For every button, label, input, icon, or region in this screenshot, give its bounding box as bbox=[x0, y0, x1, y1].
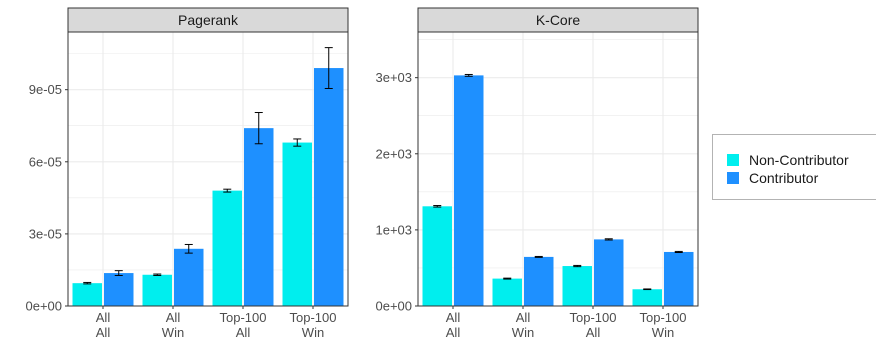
bar-non-contributor bbox=[212, 190, 242, 306]
x-tick-label: All bbox=[236, 325, 251, 340]
bar-contributor bbox=[524, 256, 554, 306]
x-tick-label: Win bbox=[302, 325, 324, 340]
legend-label-contributor: Contributor bbox=[749, 170, 819, 186]
legend-label-non-contributor: Non-Contributor bbox=[749, 152, 849, 168]
x-tick-label: All bbox=[446, 310, 461, 325]
bar-non-contributor bbox=[282, 142, 312, 306]
x-tick-label: Top-100 bbox=[570, 310, 617, 325]
y-tick-label: 6e-05 bbox=[29, 154, 62, 169]
panel-title: Pagerank bbox=[178, 12, 239, 28]
legend-item-non-contributor: Non-Contributor bbox=[727, 152, 849, 168]
x-tick-label: Win bbox=[512, 325, 534, 340]
bar-contributor bbox=[664, 251, 694, 306]
y-tick-label: 1e+03 bbox=[375, 222, 412, 237]
x-tick-label: Top-100 bbox=[220, 310, 267, 325]
bar-non-contributor bbox=[72, 283, 102, 306]
panel-strip bbox=[67, 7, 349, 33]
x-tick-label: All bbox=[516, 310, 531, 325]
y-tick-label: 0e+00 bbox=[375, 299, 412, 314]
panel-border bbox=[417, 31, 699, 307]
x-tick-label: All bbox=[96, 310, 111, 325]
legend-key-contributor bbox=[727, 172, 739, 184]
y-tick-label: 2e+03 bbox=[375, 146, 412, 161]
y-tick-label: 9e-05 bbox=[29, 82, 62, 97]
bar-contributor bbox=[104, 273, 134, 306]
panel-border bbox=[67, 31, 349, 307]
x-tick-label: Win bbox=[162, 325, 184, 340]
panel-title: K-Core bbox=[536, 12, 581, 28]
y-tick-label: 3e+03 bbox=[375, 70, 412, 85]
x-tick-label: Top-100 bbox=[640, 310, 687, 325]
bar-contributor bbox=[244, 128, 274, 306]
legend: Non-Contributor Contributor bbox=[712, 134, 876, 200]
bar-contributor bbox=[174, 248, 204, 306]
bar-non-contributor bbox=[562, 266, 592, 306]
legend-item-contributor: Contributor bbox=[727, 170, 819, 186]
bar-non-contributor bbox=[422, 206, 452, 306]
y-tick-label: 0e+00 bbox=[25, 299, 62, 314]
panel-pagerank: Pagerank0e+003e-056e-059e-05AllAllAllWin… bbox=[25, 7, 349, 340]
x-tick-label: Top-100 bbox=[290, 310, 337, 325]
bar-non-contributor bbox=[142, 274, 172, 306]
x-tick-label: All bbox=[96, 325, 111, 340]
x-tick-label: All bbox=[446, 325, 461, 340]
legend-key-non-contributor bbox=[727, 154, 739, 166]
panel-kcore: K-Core0e+001e+032e+033e+03AllAllAllWinTo… bbox=[375, 7, 699, 340]
bar-contributor bbox=[314, 68, 344, 306]
bar-contributor bbox=[454, 75, 484, 306]
bar-contributor bbox=[594, 239, 624, 306]
bar-non-contributor bbox=[492, 278, 522, 306]
y-tick-label: 3e-05 bbox=[29, 226, 62, 241]
x-tick-label: All bbox=[166, 310, 181, 325]
x-tick-label: Win bbox=[652, 325, 674, 340]
x-tick-label: All bbox=[586, 325, 601, 340]
panel-strip bbox=[417, 7, 699, 33]
bar-non-contributor bbox=[632, 289, 662, 306]
